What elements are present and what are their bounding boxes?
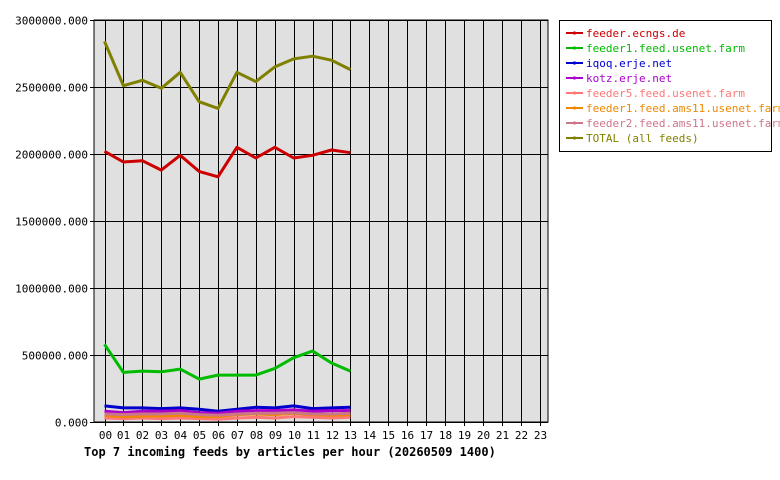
series-line-4 [104,415,351,421]
legend-label: feeder5.feed.usenet.farm [586,87,745,100]
legend-marker [572,136,577,140]
x-tick-label: 09 [269,429,282,442]
y-tick-label: 3000000.000 [15,15,88,28]
legend-label: iqoq.erje.net [586,57,672,70]
y-tick-label: 1000000.000 [15,283,88,296]
series-line-0 [103,145,351,179]
series-line-2 [104,404,351,413]
y-tick-label: 2000000.000 [15,149,88,162]
legend-marker [572,76,577,80]
x-tick-label: 08 [250,429,263,442]
series-layer [103,40,352,421]
legend-marker [572,121,577,125]
series-line-7 [103,40,352,110]
legend-marker [572,31,577,35]
x-tick-label: 01 [117,429,130,442]
legend-marker [572,61,577,65]
x-tick-label: 16 [401,429,414,442]
series-line-3 [104,408,351,415]
legend-box [559,20,772,152]
legend-label: feeder1.feed.ams11.usenet.farm [586,102,780,115]
x-tick-label: 20 [477,429,490,442]
x-tick-label: 15 [382,429,395,442]
x-tick-label: 06 [212,429,225,442]
x-tick-label: 21 [496,429,509,442]
x-tick-label: 23 [534,429,547,442]
x-tick-label: 19 [458,429,471,442]
legend-label: feeder2.feed.ams11.usenet.farm [586,117,780,130]
legend: feeder.ecngs.de feeder1.feed.usenet.farm i… [559,20,780,152]
chart-title: Top 7 incoming feeds by articles per hou… [84,445,496,459]
x-tick-label: 13 [344,429,357,442]
x-tick-label: 11 [307,429,320,442]
x-tick-label: 17 [420,429,433,442]
y-axis-ticks: 0.000 500000.000 1000000.000 1500000.000 200… [15,15,88,430]
x-tick-label: 22 [515,429,528,442]
y-tick-label: 500000.000 [22,350,88,363]
y-tick-label: 2500000.000 [15,82,88,95]
x-tick-label: 07 [231,429,244,442]
x-tick-label: 18 [439,429,452,442]
x-tick-label: 05 [193,429,206,442]
x-tick-label: 03 [155,429,168,442]
legend-marker [572,46,577,50]
legend-marker [572,106,577,110]
x-tick-label: 12 [326,429,339,442]
x-tick-label: 10 [288,429,301,442]
y-tick-label: 1500000.000 [15,216,88,229]
x-tick-label: 04 [174,429,188,442]
series-line-6 [104,411,351,417]
x-tick-label: 00 [99,429,112,442]
series-line-1 [103,343,351,381]
y-tick-label: 0.000 [55,417,88,430]
legend-label: feeder1.feed.usenet.farm [586,42,745,55]
x-axis-ticks: 00 01 02 03 04 05 06 07 08 09 10 11 12 13 14 15 16 17 18 19… [99,422,547,442]
legend-label: feeder.ecngs.de [586,27,685,40]
plot-frame [93,19,549,423]
x-tick-label: 14 [363,429,377,442]
legend-marker [572,91,577,95]
x-tick-label: 02 [136,429,149,442]
legend-label: TOTAL (all feeds) [586,132,699,145]
legend-label: kotz.erje.net [586,72,672,85]
